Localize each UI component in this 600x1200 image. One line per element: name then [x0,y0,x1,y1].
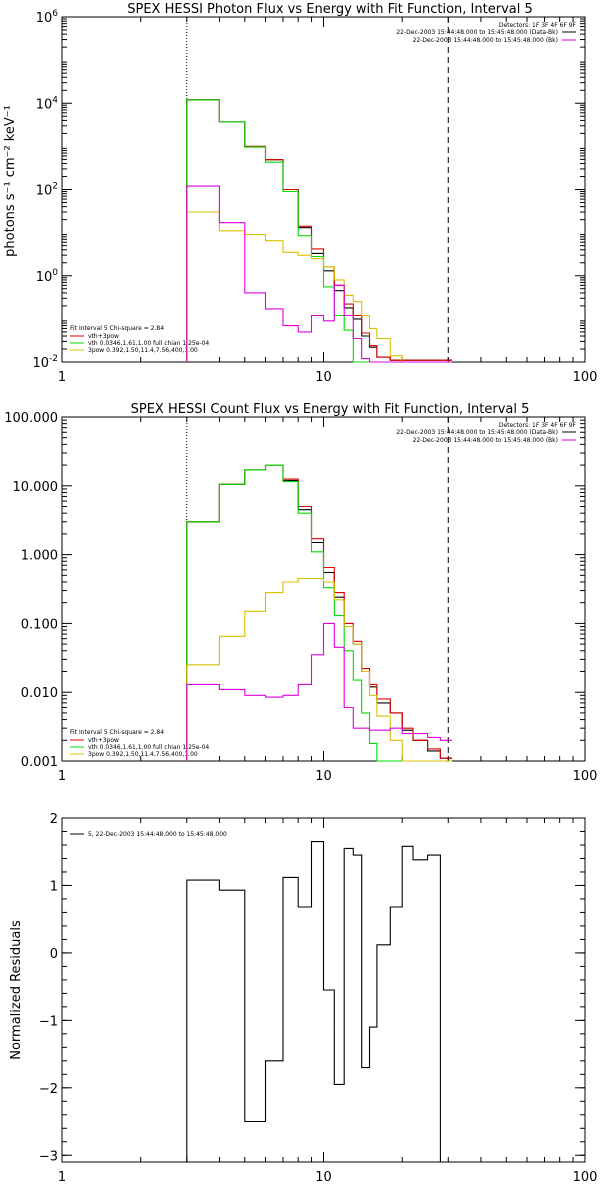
y-tick-label: 0.100 [21,617,58,632]
series-line-4 [186,622,452,761]
x-tick-label: 1 [58,370,66,385]
x-tick-label: 100 [573,769,598,784]
y-tick-label: −1 [39,1014,58,1029]
residuals-legend-label: 5, 22-Dec-2003 15:44:48.000 to 15:45:48.… [88,831,227,838]
fit-legend-header: Fit Interval 5 Chi-square = 2.84 [70,729,164,736]
x-tick-label: 10 [315,1170,332,1185]
y-tick-label: 2 [50,812,58,827]
x-tick-label: 10 [315,769,332,784]
y-tick-label: 106 [36,9,59,26]
y-tick-label: 1 [50,879,58,894]
y-axis-label: Normalized Residuals [9,920,24,1060]
series-line-3 [186,577,452,762]
y-tick-label: −2 [39,1082,58,1097]
fit-legend-thermal: vth 0.0346,1.61,1.00 full chian 1.25e-04 [88,340,209,347]
y-tick-label: 104 [36,95,59,112]
series-line-2 [186,464,452,762]
y-tick-label: 0.010 [21,686,58,701]
y-tick-label: 102 [36,182,58,199]
y-tick-label: 100.000 [4,411,58,426]
fit-legend-thermal: vth 0.0346,1.61,1.00 full chian 1.25e-04 [88,744,209,751]
y-tick-label: −3 [39,1149,58,1164]
fit-legend-total: vth+3pow [88,333,119,340]
series-line-0 [186,464,452,761]
y-tick-label: 1.000 [21,549,58,564]
bk-interval-line: 22-Dec-2003 15:44:48.000 to 15:45:48.000… [413,37,558,44]
info-box: Detectors: 1F 3F 4F 6F 9F 22-Dec-2003 15… [396,422,576,444]
y-tick-label: 0.001 [21,755,58,770]
fit-legend-header: Fit Interval 5 Chi-square = 2.84 [70,325,164,332]
chart-title: SPEX HESSI Photon Flux vs Energy with Fi… [127,2,533,17]
residuals-legend: 5, 22-Dec-2003 15:44:48.000 to 15:45:48.… [70,831,227,838]
data-interval-line: 22-Dec-2003 15:44:48.000 to 15:45:48.000… [396,429,558,436]
info-box: Detectors: 1F 3F 4F 6F 9F 22-Dec-2003 15… [396,22,576,44]
chart-title: SPEX HESSI Count Flux vs Energy with Fit… [131,402,530,417]
x-tick-label: 1 [58,1170,66,1185]
series-line-4 [186,185,452,363]
series-line-0 [186,841,452,1163]
photon-flux-chart: SPEX HESSI Photon Flux vs Energy with Fi… [3,2,597,385]
data-interval-line: 22-Dec-2003 15:44:48.000 to 15:45:48.000… [396,29,558,36]
bk-interval-line: 22-Dec-2003 15:44:48.000 to 15:45:48.000… [413,437,558,444]
y-tick-label: 100 [36,268,59,285]
residuals-chart: Normalized Residuals 5, 22-Dec-2003 15:4… [9,812,597,1185]
detectors-line: Detectors: 1F 3F 4F 6F 9F [499,22,577,29]
fit-legend-powerlaw: 3pow 0.392,1.50,11.4,7.56,400,1.00 [88,751,198,758]
plot-frame [61,16,586,363]
count-flux-chart: SPEX HESSI Count Flux vs Energy with Fit… [4,402,597,784]
x-tick-label: 1 [58,769,66,784]
fit-legend: Fit Interval 5 Chi-square = 2.84 vth+3po… [70,325,209,354]
plot-frame [61,416,586,762]
y-axis-label: photons s⁻¹ cm⁻² keV⁻¹ [3,105,18,257]
series-line-1 [186,464,452,761]
y-tick-label: 10.000 [13,480,59,495]
fit-legend-total: vth+3pow [88,737,119,744]
y-tick-label: 10-2 [32,354,58,371]
fit-legend-powerlaw: 3pow 0.392,1.50,11.4,7.56,400,1.00 [88,347,198,354]
x-tick-label: 100 [573,1170,598,1185]
x-tick-label: 10 [315,370,332,385]
y-tick-label: 0 [50,947,58,962]
x-tick-label: 100 [573,370,598,385]
detectors-line: Detectors: 1F 3F 4F 6F 9F [499,422,577,429]
fit-legend: Fit Interval 5 Chi-square = 2.84 vth+3po… [70,729,209,758]
series-line-3 [186,211,452,363]
